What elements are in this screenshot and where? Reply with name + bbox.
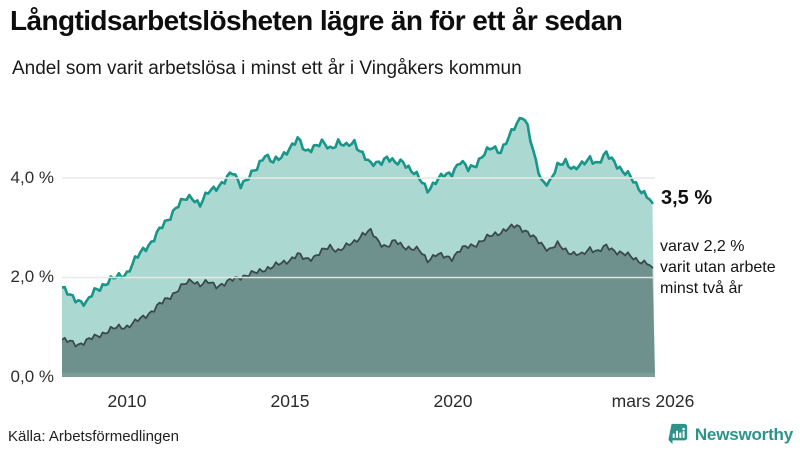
y-axis-tick-2: 2,0 % [10,267,54,286]
x-axis-tick-2010: 2010 [107,391,147,411]
chart-svg [62,116,655,377]
newsworthy-logo: Newsworthy [667,423,793,447]
chart-plot-area [62,95,655,377]
series-end-value-label: 3,5 % [661,187,713,209]
y-axis-tick-4: 4,0 % [10,168,54,187]
newsworthy-wordmark: Newsworthy [694,425,793,444]
series-sub-annotation: varav 2,2 % varit utan arbete minst två … [660,238,776,297]
newsworthy-icon [667,422,689,449]
x-axis-tick-2020: 2020 [433,391,473,411]
page-title: Långtidsarbetslösheten lägre än för ett … [10,5,623,36]
source-attribution: Källa: Arbetsförmedlingen [8,428,179,445]
x-axis-tick-mars-2026: mars 2026 [611,391,695,411]
x-axis-tick-2015: 2015 [270,391,310,411]
chart-subtitle: Andel som varit arbetslösa i minst ett å… [12,58,522,79]
y-axis-tick-0: 0,0 % [10,367,54,386]
